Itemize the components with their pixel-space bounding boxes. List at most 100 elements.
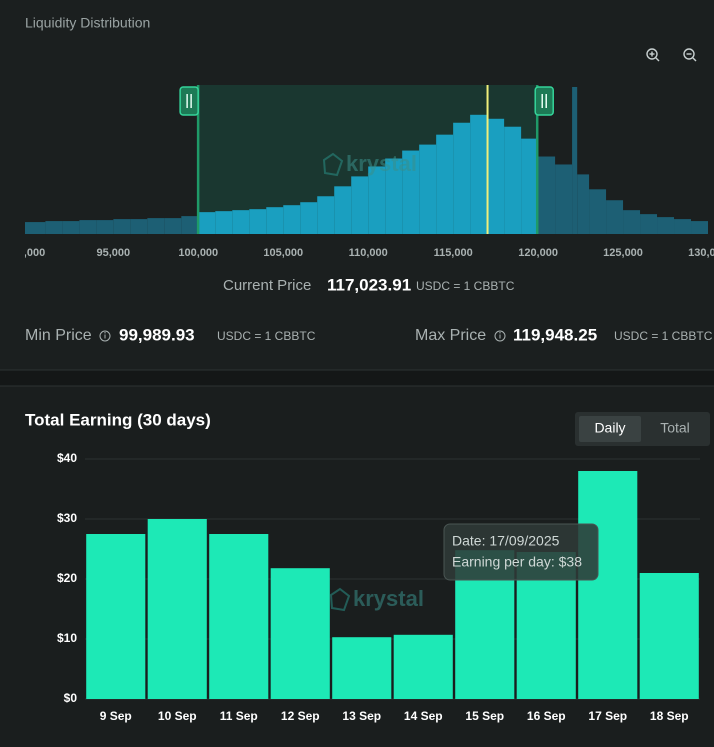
- histogram-bar: [96, 220, 114, 234]
- x-tick-label: 115,000: [434, 247, 473, 259]
- y-tick-label: $20: [57, 571, 77, 585]
- histogram-bar: [623, 210, 641, 234]
- info-icon[interactable]: [494, 330, 506, 342]
- watermark-text: krystal: [346, 151, 417, 176]
- histogram-bar: [45, 221, 63, 234]
- x-tick-label: 11 Sep: [220, 709, 258, 723]
- y-tick-label: $0: [64, 691, 78, 705]
- panel-title: Liquidity Distribution: [25, 15, 150, 31]
- histogram-bar: [232, 210, 250, 234]
- watermark-logo: [329, 587, 351, 612]
- bar: [639, 573, 699, 699]
- x-tick-label: 90,000: [12, 247, 46, 259]
- y-tick-label: $10: [57, 631, 77, 645]
- x-tick-label: 16 Sep: [527, 709, 566, 723]
- histogram-bar: [198, 212, 216, 234]
- bar: [393, 634, 453, 699]
- price-unit: USDC = 1 CBBTC: [416, 279, 515, 293]
- zoom-out[interactable]: [683, 48, 697, 62]
- x-tick-label: 130,000: [688, 247, 714, 259]
- histogram-bar: [113, 219, 131, 234]
- histogram-bar: [249, 209, 267, 234]
- toggle-active[interactable]: [579, 416, 641, 442]
- histogram-bar: [25, 222, 46, 234]
- zoom-in[interactable]: [646, 48, 660, 62]
- histogram-bar: [589, 189, 607, 234]
- histogram-bar: [164, 218, 182, 234]
- x-tick-label: 17 Sep: [588, 709, 627, 723]
- x-tick-label: 110,000: [349, 247, 388, 259]
- x-tick-label: 105,000: [263, 247, 303, 259]
- toggle-total[interactable]: Total: [660, 420, 690, 436]
- x-tick-label: 120,000: [518, 247, 558, 259]
- bar: [578, 471, 638, 699]
- bar: [86, 534, 146, 699]
- histogram-bar: [470, 114, 488, 234]
- bar: [147, 519, 207, 699]
- x-tick-label: 10 Sep: [158, 709, 197, 723]
- histogram-bar: [130, 219, 148, 234]
- histogram-bar: [385, 158, 403, 234]
- x-tick-label: 100,000: [178, 247, 218, 259]
- tooltip-value: Earning per day: $38: [452, 554, 582, 570]
- histogram-bar: [555, 164, 573, 234]
- min-price-label: Min Price: [25, 327, 92, 344]
- histogram-bar: [691, 221, 708, 234]
- earning-chart: $0 $10 $20 $30 $40 9 Sep 10 Sep 11 Sep 12 Sep 13 …: [57, 451, 700, 723]
- current-price-label: Current Price: [223, 277, 311, 294]
- x-tick-label: 18 Sep: [650, 709, 689, 723]
- max-price-value: 119,948.25: [513, 325, 597, 344]
- x-tick-label: 125,000: [603, 247, 643, 259]
- histogram-bar: [572, 86, 578, 234]
- current-price-value: 117,023.91: [327, 275, 411, 294]
- histogram-bar: [215, 211, 233, 234]
- histogram-bar: [538, 156, 556, 234]
- info-icon[interactable]: [99, 330, 111, 342]
- histogram-bar: [419, 144, 437, 234]
- toggle-daily[interactable]: Daily: [594, 420, 625, 436]
- histogram-bar: [487, 118, 505, 234]
- histogram-bar: [436, 134, 454, 234]
- watermark-logo: [322, 152, 344, 177]
- y-tick-label: $30: [57, 511, 77, 525]
- histogram-bar: [577, 174, 590, 234]
- bar: [270, 568, 330, 699]
- histogram-bar: [266, 207, 284, 234]
- max-price-label: Max Price: [415, 327, 486, 344]
- histogram-bar: [640, 214, 658, 234]
- max-handle[interactable]: [534, 86, 554, 116]
- tooltip-date: Date: 17/09/2025: [452, 533, 560, 549]
- price-unit: USDC = 1 CBBTC: [217, 329, 316, 343]
- x-tick-label: 13 Sep: [342, 709, 381, 723]
- histogram-bar: [181, 216, 199, 234]
- histogram-bar: [674, 219, 692, 234]
- histogram-bar: [147, 218, 165, 234]
- watermark-text: krystal: [353, 586, 424, 611]
- histogram-bar: [606, 200, 624, 234]
- histogram-bar: [283, 205, 301, 234]
- x-tick-label: 15 Sep: [465, 709, 504, 723]
- handle-body: [179, 86, 199, 116]
- histogram-bar: [453, 122, 471, 234]
- x-tick-label: 9 Sep: [100, 709, 132, 723]
- histogram-bar: [334, 186, 352, 234]
- histogram-bar: [62, 221, 80, 234]
- histogram-bar: [79, 220, 97, 234]
- x-tick-label: 12 Sep: [281, 709, 320, 723]
- tooltip-box: [443, 523, 599, 581]
- bar: [332, 637, 392, 699]
- panel-title: Total Earning (30 days): [25, 410, 211, 429]
- x-tick-label: 14 Sep: [404, 709, 443, 723]
- liquidity-chart: krystal 90,000 95,000 100,000 105,000 110,000…: [12, 85, 714, 259]
- watermark: krystal: [322, 151, 417, 177]
- histogram-bar: [657, 217, 675, 234]
- x-tick-label: 95,000: [97, 247, 131, 259]
- histogram-bar: [300, 202, 318, 234]
- tooltip: Date: 17/09/2025 Earning per day: $38: [443, 523, 599, 581]
- price-unit: USDC = 1 CBBTC: [614, 329, 713, 343]
- histogram-bar: [351, 176, 369, 234]
- histogram-bar: [504, 126, 522, 234]
- min-handle[interactable]: [179, 86, 199, 116]
